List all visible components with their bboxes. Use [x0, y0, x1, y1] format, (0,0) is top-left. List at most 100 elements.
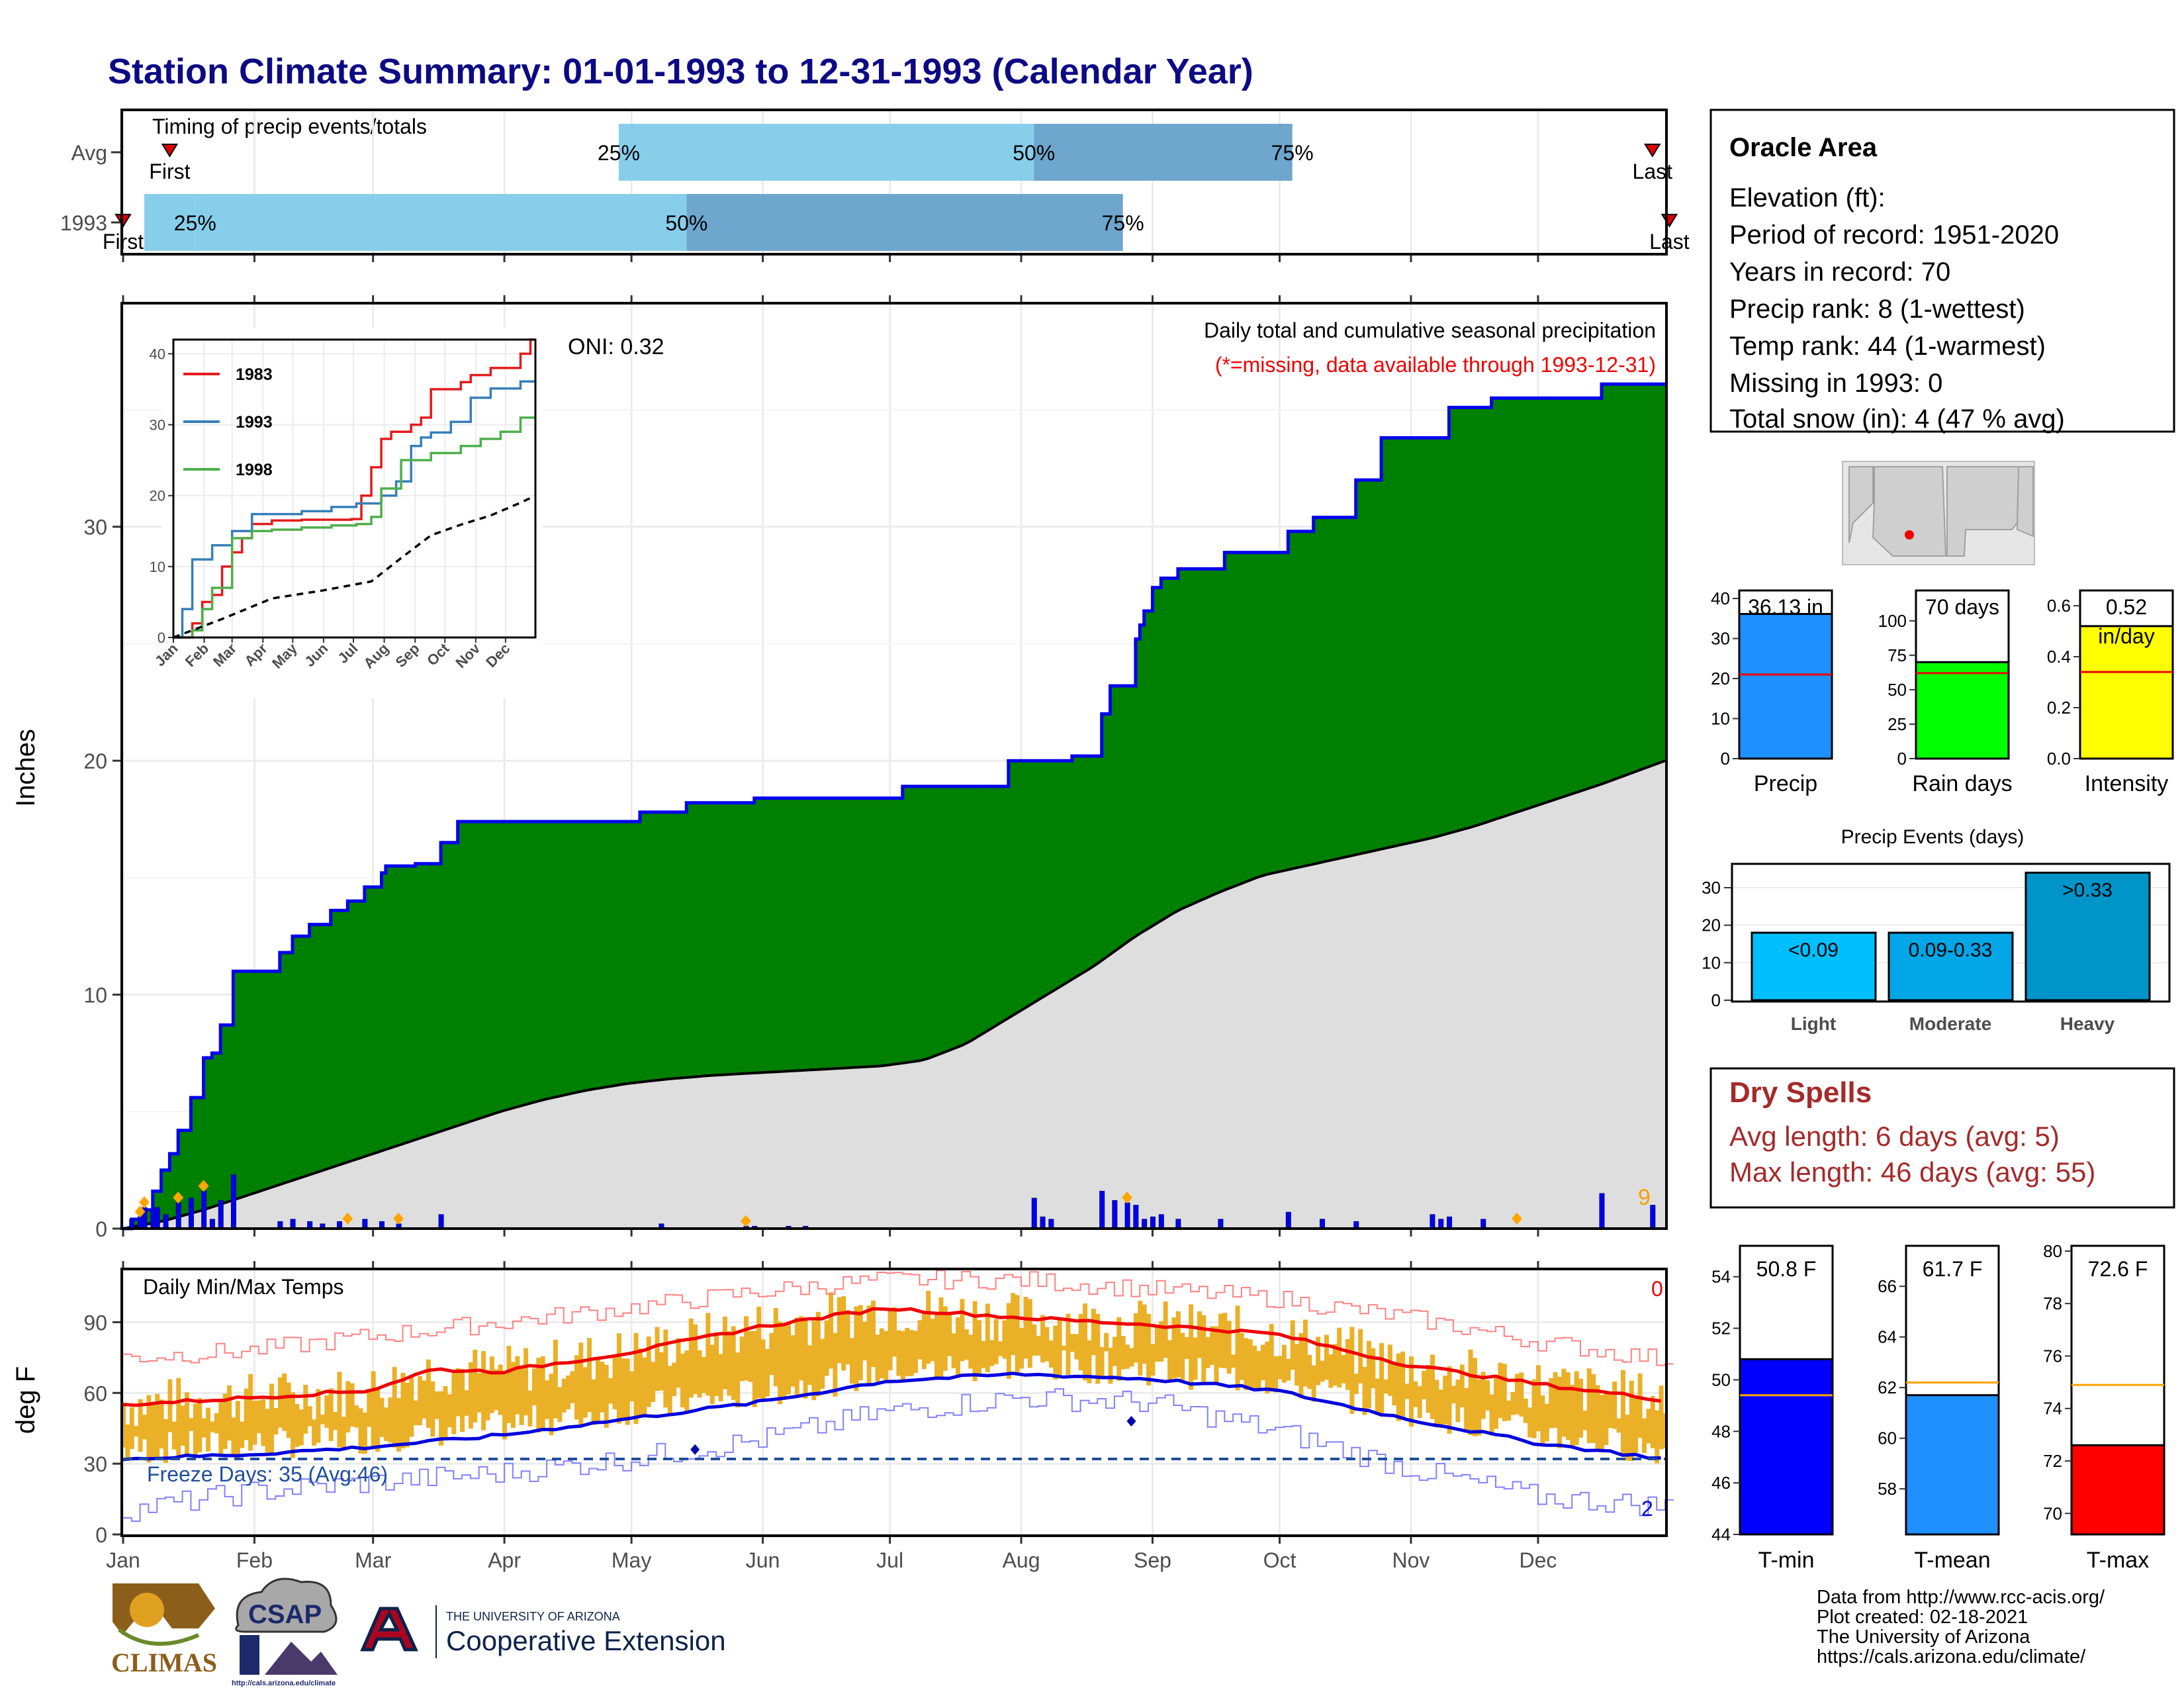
daily-temp-bar [697, 1350, 702, 1398]
daily-temp-bar [1226, 1321, 1232, 1374]
daily-temp-bar [1506, 1400, 1512, 1421]
dry-spells-frame [1709, 1067, 2175, 1209]
daily-temp-bar [1104, 1333, 1109, 1352]
month-label: Dec [1520, 1548, 1557, 1572]
station-location-dot [1905, 530, 1914, 539]
precip-event-category: Moderate [1909, 1013, 1991, 1034]
oni-label: ONI: 0.32 [568, 334, 664, 359]
daily-temp-bar [1514, 1374, 1520, 1415]
daily-temp-bar [1527, 1407, 1533, 1438]
daily-temp-bar [1248, 1339, 1253, 1387]
daily-temp-bar [549, 1374, 554, 1436]
events-y-tick-label: 20 [1702, 915, 1721, 935]
summary-bar-label: Intensity [2085, 771, 2169, 796]
daily-temp-bar [1604, 1393, 1609, 1445]
summary-bar-value: 36.13 in [1748, 595, 1823, 619]
station-name: Oracle Area [1729, 133, 1878, 162]
daily-temp-bar [545, 1380, 550, 1419]
daily-temp-bar [430, 1381, 435, 1437]
daily-temp-bar [1252, 1345, 1257, 1391]
ua-logo-small-text: THE UNIVERSITY OF ARIZONA [446, 1610, 620, 1623]
daily-precip-bar [1480, 1219, 1486, 1229]
csap-logo-cloud [235, 1577, 338, 1633]
daily-temp-bar [298, 1409, 304, 1446]
daily-temp-bar [1557, 1376, 1562, 1448]
daily-precip-bar [1040, 1216, 1046, 1229]
daily-temp-bar [1150, 1344, 1156, 1376]
daily-temp-bar [316, 1389, 321, 1443]
daily-temp-bar [1036, 1335, 1041, 1356]
daily-temp-bar [684, 1350, 690, 1413]
daily-temp-bar [464, 1390, 469, 1416]
daily-temp-bar [820, 1338, 825, 1389]
daily-temp-bar [1175, 1311, 1181, 1378]
record-low-count: 2 [1641, 1497, 1653, 1521]
month-label: Mar [355, 1548, 391, 1572]
daily-temp-bar [769, 1333, 774, 1376]
daily-temp-bar [1057, 1319, 1062, 1375]
daily-temp-bar [506, 1346, 512, 1423]
credit-plot-created: Plot created: 02-18-2021 [1817, 1607, 2028, 1628]
cumulative-precip-line [123, 382, 1667, 1231]
daily-temp-bar [1591, 1374, 1596, 1443]
daily-temp-bar [180, 1405, 185, 1446]
summary-bar-tick-label: 40 [1711, 588, 1730, 608]
temp-summary-bar-t-min [1739, 1358, 1834, 1536]
daily-precip-bar [438, 1214, 444, 1229]
ua-logo-mark [360, 1607, 418, 1652]
timing-bar-50-75 [686, 194, 1123, 251]
temperature-panel: deg F 0 30 60 90 Jan Feb Mar Apr May Jun Jul Aug Sep… [11, 1261, 1674, 1572]
precip-y-axis-label: Inches [11, 729, 40, 807]
daily-temp-bar [337, 1372, 342, 1448]
daily-temp-bar [1574, 1371, 1579, 1446]
inset-series-average [173, 494, 536, 639]
temperature-y-axis-label: deg F [11, 1366, 40, 1434]
timing-bar-25-50 [195, 194, 687, 251]
daily-temp-bar [1413, 1381, 1418, 1407]
daily-temp-bar [354, 1405, 359, 1428]
credit-university: The University of Arizona [1817, 1626, 2030, 1648]
daily-temp-bar [905, 1327, 910, 1376]
csap-logo-url: http://cals.arizona.edu/climate [232, 1679, 336, 1687]
daily-temp-bar [718, 1354, 723, 1401]
daily-temp-bar [578, 1342, 584, 1427]
daily-temp-bar [460, 1368, 465, 1432]
daily-precip-bar [154, 1207, 160, 1229]
daily-temp-bar [1286, 1358, 1291, 1381]
daily-temp-bar [286, 1382, 291, 1438]
timing-row-label: 1993 [60, 211, 107, 235]
daily-temp-bar [1138, 1301, 1143, 1376]
station-temp-rank: Temp rank: 44 (1-warmest) [1729, 332, 2046, 361]
daily-temp-bar [1189, 1304, 1194, 1390]
daily-temp-bar [1616, 1418, 1621, 1433]
daily-temp-bar [383, 1407, 388, 1441]
daily-temp-bar [1570, 1385, 1575, 1448]
summary-bar-intensity [2079, 625, 2174, 760]
station-info-box: Oracle Area Elevation (ft): Period of re… [1709, 109, 2175, 434]
daily-temp-bar [193, 1403, 198, 1456]
daily-temp-bar [1599, 1395, 1604, 1453]
daily-precip-bar [1599, 1193, 1605, 1229]
precip-event-bar-label: 0.09-0.33 [1909, 939, 1993, 961]
average-precip-line [122, 759, 1666, 1230]
daily-temp-bar [1320, 1360, 1325, 1382]
daily-precip-bar [188, 1197, 194, 1229]
daily-temp-bar [756, 1307, 762, 1399]
snow-day-marker [173, 1192, 184, 1204]
summary-bar-label: Precip [1754, 771, 1817, 796]
daily-temp-bar [502, 1374, 508, 1440]
daily-precip-bar [1142, 1219, 1148, 1229]
daily-temp-bar [676, 1338, 681, 1388]
daily-temp-bar [926, 1290, 931, 1364]
daily-temp-bar [388, 1397, 393, 1443]
daily-temp-bar [1099, 1346, 1105, 1378]
timing-label-75: 75% [1102, 211, 1144, 235]
daily-temp-bar [1231, 1354, 1236, 1368]
daily-temp-bar [1180, 1333, 1185, 1381]
daily-temp-bar [371, 1371, 376, 1450]
inset-y-tick-label: 30 [150, 417, 165, 434]
daily-temp-bar [1112, 1336, 1117, 1366]
daily-temp-bar [1341, 1355, 1346, 1383]
temp-summary-tick-label: 54 [1711, 1267, 1731, 1287]
daily-temp-bar [778, 1321, 783, 1405]
